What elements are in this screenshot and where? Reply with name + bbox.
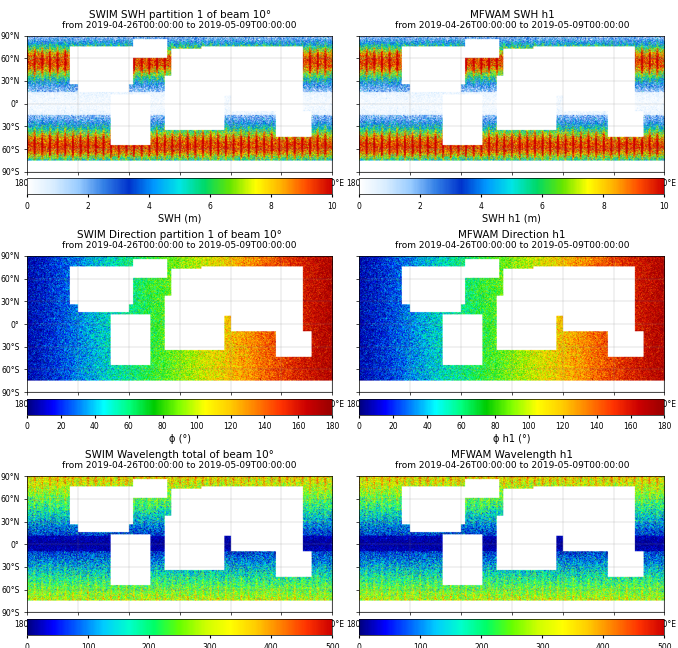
Text: MFWAM Direction h1: MFWAM Direction h1: [458, 230, 565, 240]
X-axis label: SWH (m): SWH (m): [158, 214, 201, 224]
Text: MFWAM SWH h1: MFWAM SWH h1: [469, 10, 554, 19]
Text: MFWAM Wavelength h1: MFWAM Wavelength h1: [451, 450, 573, 460]
Text: from 2019-04-26T00:00:00 to 2019-05-09T00:00:00: from 2019-04-26T00:00:00 to 2019-05-09T0…: [62, 241, 297, 250]
Text: from 2019-04-26T00:00:00 to 2019-05-09T00:00:00: from 2019-04-26T00:00:00 to 2019-05-09T0…: [395, 241, 629, 250]
Text: SWIM Direction partition 1 of beam 10°: SWIM Direction partition 1 of beam 10°: [77, 230, 282, 240]
Text: SWIM Wavelength total of beam 10°: SWIM Wavelength total of beam 10°: [85, 450, 274, 460]
X-axis label: SWH h1 (m): SWH h1 (m): [483, 214, 541, 224]
Text: SWIM SWH partition 1 of beam 10°: SWIM SWH partition 1 of beam 10°: [89, 10, 271, 19]
Text: from 2019-04-26T00:00:00 to 2019-05-09T00:00:00: from 2019-04-26T00:00:00 to 2019-05-09T0…: [62, 461, 297, 470]
X-axis label: ϕ (°): ϕ (°): [169, 434, 191, 444]
Text: from 2019-04-26T00:00:00 to 2019-05-09T00:00:00: from 2019-04-26T00:00:00 to 2019-05-09T0…: [395, 461, 629, 470]
Text: from 2019-04-26T00:00:00 to 2019-05-09T00:00:00: from 2019-04-26T00:00:00 to 2019-05-09T0…: [395, 21, 629, 30]
X-axis label: ϕ h1 (°): ϕ h1 (°): [493, 434, 531, 444]
Text: from 2019-04-26T00:00:00 to 2019-05-09T00:00:00: from 2019-04-26T00:00:00 to 2019-05-09T0…: [62, 21, 297, 30]
